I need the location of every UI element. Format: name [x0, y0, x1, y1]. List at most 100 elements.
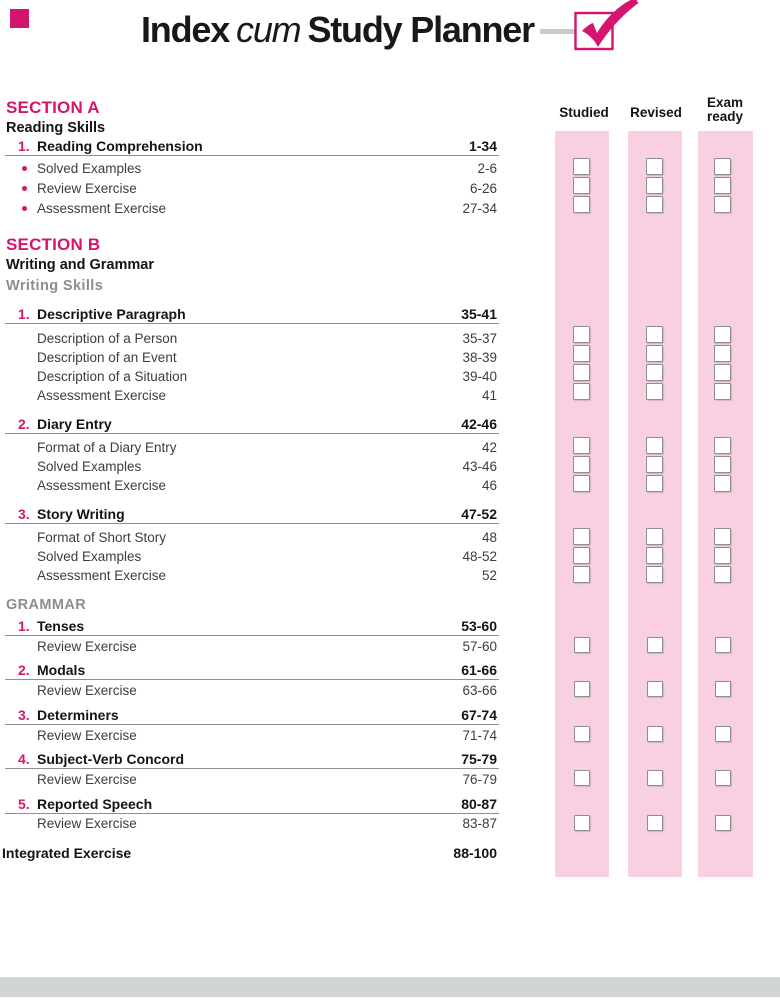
checkbox-revised[interactable]	[646, 326, 663, 343]
checkbox-studied[interactable]	[573, 158, 590, 175]
checkbox-exam-ready[interactable]	[714, 383, 731, 400]
checkbox-revised[interactable]	[646, 475, 663, 492]
subtopic-label: Description of a Person	[37, 331, 178, 346]
checkbox-exam-ready[interactable]	[714, 456, 731, 473]
checkbox-studied[interactable]	[573, 528, 590, 545]
title-word-index: Index	[141, 9, 230, 50]
checkbox-exam-ready[interactable]	[714, 566, 731, 583]
checkbox-exam-ready[interactable]	[714, 177, 731, 194]
subtopic-label: Solved Examples	[37, 161, 142, 176]
checkbox-studied[interactable]	[573, 456, 590, 473]
checkbox-studied[interactable]	[574, 726, 590, 742]
checkbox-exam-ready[interactable]	[715, 637, 731, 653]
checkbox-studied[interactable]	[574, 637, 590, 653]
checkbox-revised[interactable]	[646, 547, 663, 564]
checkbox-revised[interactable]	[647, 815, 663, 831]
checkbox-revised[interactable]	[646, 364, 663, 381]
checkbox-revised[interactable]	[646, 345, 663, 362]
checkbox-revised[interactable]	[646, 383, 663, 400]
checkbox-revised[interactable]	[646, 437, 663, 454]
bullet-icon	[22, 186, 27, 191]
chapter-title: Reported Speech	[37, 796, 153, 812]
chapter-number: 3.	[18, 707, 30, 723]
checkbox-revised[interactable]	[646, 456, 663, 473]
checkbox-studied[interactable]	[573, 196, 590, 213]
checkbox-exam-ready[interactable]	[714, 326, 731, 343]
checkmark-box-icon	[574, 0, 639, 51]
subtopic-row: Solved Examples 48-52	[6, 549, 497, 567]
subtopic-pages: 76-79	[462, 772, 497, 787]
checkbox-revised[interactable]	[646, 196, 663, 213]
checkbox-revised[interactable]	[646, 528, 663, 545]
chapter-title: Diary Entry	[37, 416, 112, 432]
checkbox-revised[interactable]	[647, 770, 663, 786]
subtopic-pages: 52	[481, 568, 497, 583]
checkbox-studied[interactable]	[574, 770, 590, 786]
chapter-number: 4.	[18, 751, 30, 767]
bullet-icon	[22, 206, 27, 211]
subtopic-row: Review Exercise 63-66	[6, 683, 497, 701]
checkbox-studied[interactable]	[573, 383, 590, 400]
subtopic-label: Assessment Exercise	[37, 568, 167, 583]
chapter-title: Subject-Verb Concord	[37, 751, 185, 767]
checkbox-exam-ready[interactable]	[714, 437, 731, 454]
subtopic-label: Format of a Diary Entry	[37, 440, 177, 455]
checkbox-studied[interactable]	[574, 681, 590, 697]
subtopic-row: Format of a Diary Entry 42	[6, 440, 497, 458]
checkbox-studied[interactable]	[573, 437, 590, 454]
checkbox-revised[interactable]	[647, 726, 663, 742]
checkbox-studied[interactable]	[573, 345, 590, 362]
checkbox-exam-ready[interactable]	[714, 475, 731, 492]
checkbox-exam-ready[interactable]	[714, 196, 731, 213]
subtopic-label: Review Exercise	[37, 683, 137, 698]
subtopic-label: Format of Short Story	[37, 530, 167, 545]
checkbox-studied[interactable]	[574, 815, 590, 831]
subtopic-pages: 35-37	[462, 331, 497, 346]
chapter-row: 1. Reading Comprehension 1-34	[6, 138, 497, 156]
checkbox-revised[interactable]	[646, 158, 663, 175]
checkbox-revised[interactable]	[646, 566, 663, 583]
section-subtitle-label: Reading Skills	[6, 120, 106, 136]
checkbox-revised[interactable]	[646, 177, 663, 194]
title-word-study-planner: Study Planner	[307, 9, 535, 50]
title-connector-line	[540, 29, 578, 34]
subtopic-pages: 46	[481, 478, 497, 493]
checkbox-studied[interactable]	[573, 547, 590, 564]
section-heading: SECTION A	[6, 98, 497, 117]
checkbox-exam-ready[interactable]	[714, 158, 731, 175]
checkbox-studied[interactable]	[573, 475, 590, 492]
subtopic-pages: 38-39	[462, 350, 497, 365]
subtopic-pages: 43-46	[462, 459, 497, 474]
chapter-row: 4. Subject-Verb Concord 75-79	[6, 751, 497, 769]
subtopic-pages: 57-60	[462, 639, 497, 654]
chapter-underline	[5, 635, 499, 636]
checkbox-studied[interactable]	[573, 326, 590, 343]
integrated-exercise-pages: 88-100	[453, 845, 497, 861]
chapter-pages: 47-52	[461, 506, 497, 522]
subtopic-row: Description of an Event 38-39	[6, 350, 497, 368]
checkbox-exam-ready[interactable]	[715, 726, 731, 742]
checkbox-revised[interactable]	[647, 681, 663, 697]
checkbox-exam-ready[interactable]	[715, 815, 731, 831]
checkbox-revised[interactable]	[647, 637, 663, 653]
checkbox-exam-ready[interactable]	[715, 681, 731, 697]
checkbox-exam-ready[interactable]	[715, 770, 731, 786]
section-heading-label: SECTION B	[6, 235, 101, 254]
bulleted-subtopic-row: Review Exercise 6-26	[6, 181, 497, 199]
subtopic-row: Description of a Situation 39-40	[6, 369, 497, 387]
checkbox-studied[interactable]	[573, 566, 590, 583]
subtopic-row: Description of a Person 35-37	[6, 331, 497, 349]
checkbox-exam-ready[interactable]	[714, 364, 731, 381]
subtopic-label: Description of an Event	[37, 350, 177, 365]
checkbox-studied[interactable]	[573, 177, 590, 194]
bullet-icon	[22, 166, 27, 171]
checkbox-studied[interactable]	[573, 364, 590, 381]
checkbox-exam-ready[interactable]	[714, 345, 731, 362]
chapter-pages: 75-79	[461, 751, 497, 767]
chapter-underline	[5, 433, 499, 434]
chapter-row: 5. Reported Speech 80-87	[6, 796, 497, 814]
checkbox-exam-ready[interactable]	[714, 528, 731, 545]
checkbox-exam-ready[interactable]	[714, 547, 731, 564]
subtopic-row: Review Exercise 71-74	[6, 728, 497, 746]
